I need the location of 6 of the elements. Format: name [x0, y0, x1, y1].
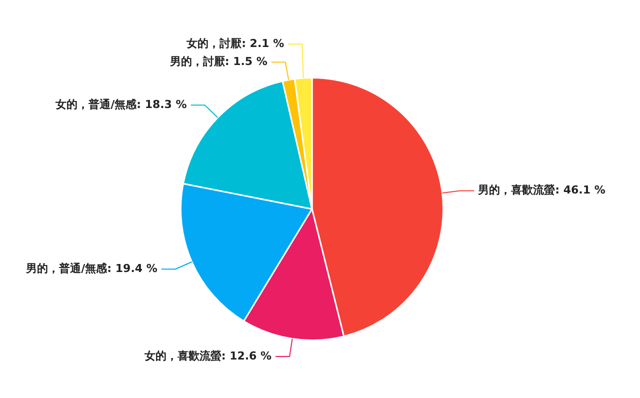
- slice-label: 男的，討厭: 1.5 %: [168, 54, 268, 68]
- slice-label: 女的，喜歡流螢: 12.6 %: [143, 349, 272, 362]
- slice-label: 男的，普通/無感: 19.4 %: [25, 262, 158, 275]
- slice-label: 女的，討厭: 2.1 %: [186, 36, 284, 50]
- slice-label: 女的，普通/無感: 18.3 %: [54, 98, 187, 111]
- slice-label: 男的，喜歡流螢: 46.1 %: [477, 184, 606, 197]
